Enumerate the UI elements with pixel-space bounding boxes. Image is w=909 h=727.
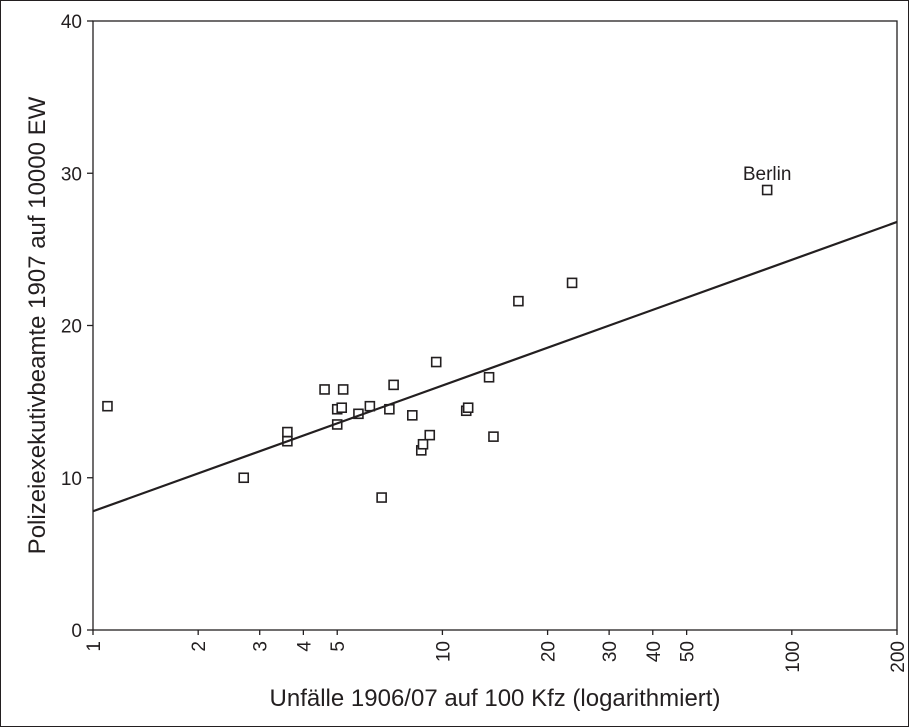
data-point: [483, 371, 495, 383]
x-tick-label: 100: [783, 641, 804, 673]
y-tick-label: 30: [61, 164, 82, 185]
data-point: [417, 438, 429, 450]
x-tick-label: 2: [189, 641, 210, 652]
y-tick-label: 10: [61, 469, 82, 490]
plot-frame: [92, 20, 898, 631]
x-axis-ticks: 1 2 3 4 5 10 20 30 40 50 100 200: [84, 630, 909, 673]
y-tick-label: 40: [61, 12, 82, 33]
data-point: [488, 431, 499, 442]
data-point: [282, 426, 293, 438]
annotations: Berlin: [743, 164, 792, 185]
x-tick-label: 10: [433, 641, 454, 662]
data-point: [424, 429, 436, 441]
x-tick-label: 50: [678, 641, 699, 662]
data-point: [337, 384, 349, 395]
regression-line-group: [92, 220, 898, 513]
data-points: [102, 184, 773, 503]
x-axis-title: Unfälle 1906/07 auf 100 Kfz (logarithmie…: [270, 685, 721, 712]
data-point: [566, 277, 578, 289]
data-point: [406, 410, 418, 421]
data-point: [376, 492, 387, 503]
y-tick-label: 20: [61, 317, 82, 338]
x-tick-label: 3: [251, 641, 272, 652]
regression-line: [92, 220, 898, 513]
x-tick-label: 4: [294, 641, 315, 652]
annotation-label: Berlin: [743, 164, 792, 185]
plot-area: [92, 20, 898, 631]
x-tick-label: 200: [888, 641, 909, 673]
y-axis-title: Polizeiexekutivbeamte 1907 auf 10000 EW: [24, 96, 51, 554]
data-point: [319, 384, 330, 395]
data-point: [513, 295, 524, 307]
data-point: [102, 400, 113, 412]
data-point: [336, 402, 348, 414]
y-axis-ticks: 0 10 20 30 40: [61, 12, 93, 642]
x-tick-label: 5: [328, 641, 349, 652]
x-tick-label: 20: [539, 641, 560, 662]
x-tick-label: 1: [84, 641, 105, 652]
data-point: [430, 356, 442, 368]
data-point: [388, 379, 399, 391]
data-point: [761, 184, 773, 196]
x-tick-label: 40: [644, 641, 665, 662]
data-point: [462, 402, 474, 414]
data-point: [238, 472, 250, 484]
x-tick-label: 30: [600, 641, 621, 662]
y-tick-label: 0: [71, 621, 82, 642]
